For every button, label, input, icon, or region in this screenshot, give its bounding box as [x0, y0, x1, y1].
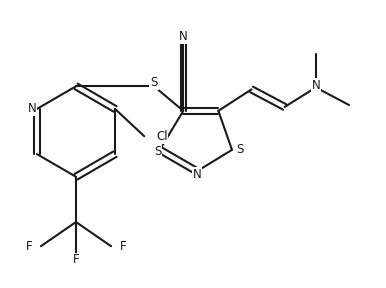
Text: F: F: [120, 240, 126, 253]
Text: N: N: [312, 79, 320, 92]
Text: F: F: [73, 253, 79, 266]
Text: S: S: [237, 143, 244, 156]
Text: S: S: [150, 76, 158, 89]
Text: F: F: [25, 240, 32, 253]
Text: Cl: Cl: [156, 130, 168, 143]
Text: N: N: [27, 103, 36, 115]
Text: N: N: [179, 30, 188, 43]
Text: N: N: [193, 168, 201, 181]
Text: S: S: [154, 145, 162, 158]
